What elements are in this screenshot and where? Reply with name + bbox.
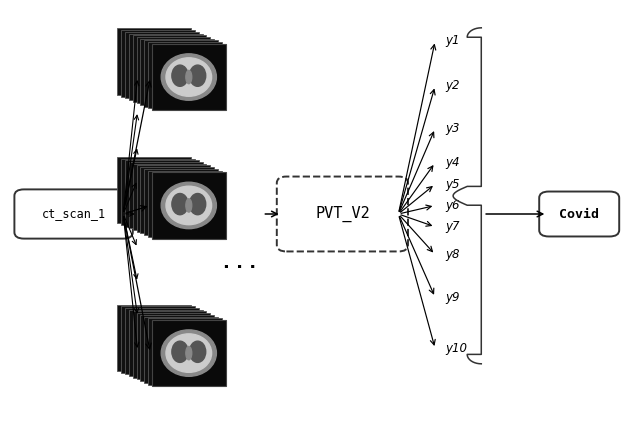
- Text: y8: y8: [445, 248, 460, 261]
- Bar: [152, 44, 226, 110]
- Bar: [129, 310, 202, 376]
- Text: y3: y3: [445, 122, 460, 135]
- Ellipse shape: [161, 182, 216, 229]
- Ellipse shape: [186, 199, 192, 212]
- Bar: [122, 158, 195, 225]
- Bar: [118, 305, 191, 371]
- Ellipse shape: [172, 65, 188, 86]
- Ellipse shape: [166, 186, 212, 225]
- Bar: [145, 317, 218, 383]
- Bar: [137, 313, 210, 380]
- Text: y1: y1: [445, 34, 460, 47]
- Ellipse shape: [186, 71, 192, 84]
- Bar: [125, 160, 198, 227]
- Ellipse shape: [189, 341, 205, 363]
- Text: y2: y2: [445, 79, 460, 92]
- Ellipse shape: [189, 193, 205, 215]
- Text: y6: y6: [445, 199, 460, 212]
- Text: y5: y5: [445, 178, 460, 190]
- Bar: [141, 167, 214, 234]
- Bar: [141, 39, 214, 105]
- Ellipse shape: [166, 58, 212, 96]
- Bar: [152, 172, 226, 239]
- Text: ct_scan_1: ct_scan_1: [42, 208, 106, 220]
- Bar: [122, 30, 195, 97]
- Bar: [145, 41, 218, 107]
- Bar: [133, 312, 206, 378]
- Bar: [137, 165, 210, 232]
- Ellipse shape: [189, 65, 205, 86]
- Ellipse shape: [166, 334, 212, 372]
- Text: y4: y4: [445, 156, 460, 169]
- Bar: [129, 162, 202, 229]
- Bar: [122, 306, 195, 372]
- Ellipse shape: [172, 341, 188, 363]
- Bar: [148, 318, 222, 384]
- Bar: [148, 42, 222, 109]
- Bar: [133, 163, 206, 230]
- FancyBboxPatch shape: [277, 177, 408, 252]
- Text: y9: y9: [445, 291, 460, 304]
- Bar: [137, 37, 210, 104]
- FancyBboxPatch shape: [15, 190, 133, 239]
- Bar: [148, 171, 222, 237]
- Bar: [152, 320, 226, 386]
- Bar: [145, 169, 218, 235]
- Bar: [125, 32, 198, 98]
- Text: . . .: . . .: [223, 254, 257, 272]
- Ellipse shape: [172, 193, 188, 215]
- Ellipse shape: [161, 54, 216, 100]
- Ellipse shape: [186, 347, 192, 360]
- Bar: [129, 34, 202, 100]
- Bar: [125, 308, 198, 374]
- Ellipse shape: [161, 330, 216, 376]
- Bar: [118, 157, 191, 223]
- Bar: [141, 315, 214, 381]
- Text: y10: y10: [445, 342, 467, 355]
- Bar: [133, 36, 206, 102]
- Text: y7: y7: [445, 220, 460, 233]
- FancyBboxPatch shape: [540, 192, 620, 236]
- Bar: [118, 28, 191, 95]
- Text: Covid: Covid: [559, 208, 599, 220]
- Text: PVT_V2: PVT_V2: [315, 206, 370, 222]
